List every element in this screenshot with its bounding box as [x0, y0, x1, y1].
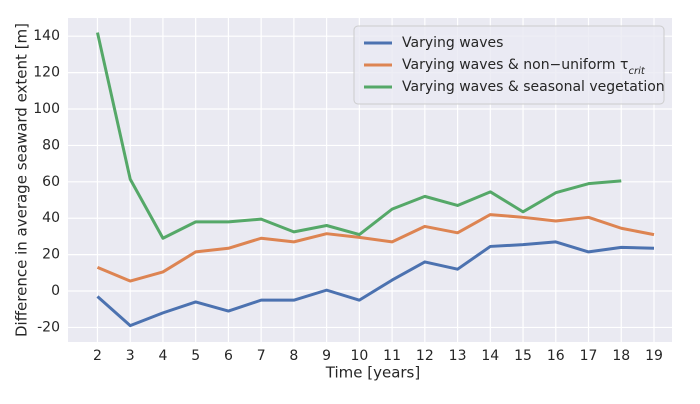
y-tick-label: 60 — [42, 174, 60, 190]
legend-label: Varying waves — [402, 35, 503, 51]
x-tick-label: 14 — [481, 348, 499, 364]
x-axis-label: Time [years] — [325, 364, 420, 382]
x-tick-label: 5 — [191, 348, 200, 364]
legend-label: Varying waves & seasonal vegetation — [402, 79, 665, 95]
x-tick-label: 12 — [416, 348, 434, 364]
data-line — [96, 240, 655, 328]
y-tick-label: 80 — [42, 137, 60, 153]
x-tick-label: 6 — [224, 348, 233, 364]
x-tick-label: 17 — [580, 348, 598, 364]
legend: Varying waves Varying waves & non−uniform… — [353, 25, 665, 105]
x-tick-label: 11 — [383, 348, 401, 364]
y-tick-label: 20 — [42, 247, 60, 263]
x-tick-label: 19 — [645, 348, 663, 364]
x-tick-label: 10 — [350, 348, 368, 364]
x-tick-label: 2 — [93, 348, 102, 364]
x-tick-label: 15 — [514, 348, 532, 364]
x-tick-label: 13 — [449, 348, 467, 364]
y-tick-label: 120 — [33, 65, 60, 81]
lines — [95, 32, 655, 328]
y-tick-label: 0 — [51, 283, 60, 299]
data-line — [96, 213, 655, 283]
y-tick-label: -20 — [37, 319, 60, 335]
x-tick-label: 4 — [158, 348, 167, 364]
y-tick-label: 140 — [33, 28, 60, 44]
x-tick-label: 18 — [612, 348, 630, 364]
y-axis-label: Difference in average seaward extent [m] — [13, 23, 31, 337]
legend-label: Varying waves & non−uniform τcrit — [402, 57, 646, 77]
x-tick-label: 9 — [322, 348, 331, 364]
legend-box — [353, 25, 665, 105]
x-tick-label: 8 — [289, 348, 298, 364]
x-tick-label: 16 — [547, 348, 565, 364]
y-tick-label: 40 — [42, 210, 60, 226]
x-tick-label: 3 — [126, 348, 135, 364]
y-tick-label: 100 — [33, 101, 60, 117]
x-tick-label: 7 — [257, 348, 266, 364]
data-line — [95, 32, 622, 240]
